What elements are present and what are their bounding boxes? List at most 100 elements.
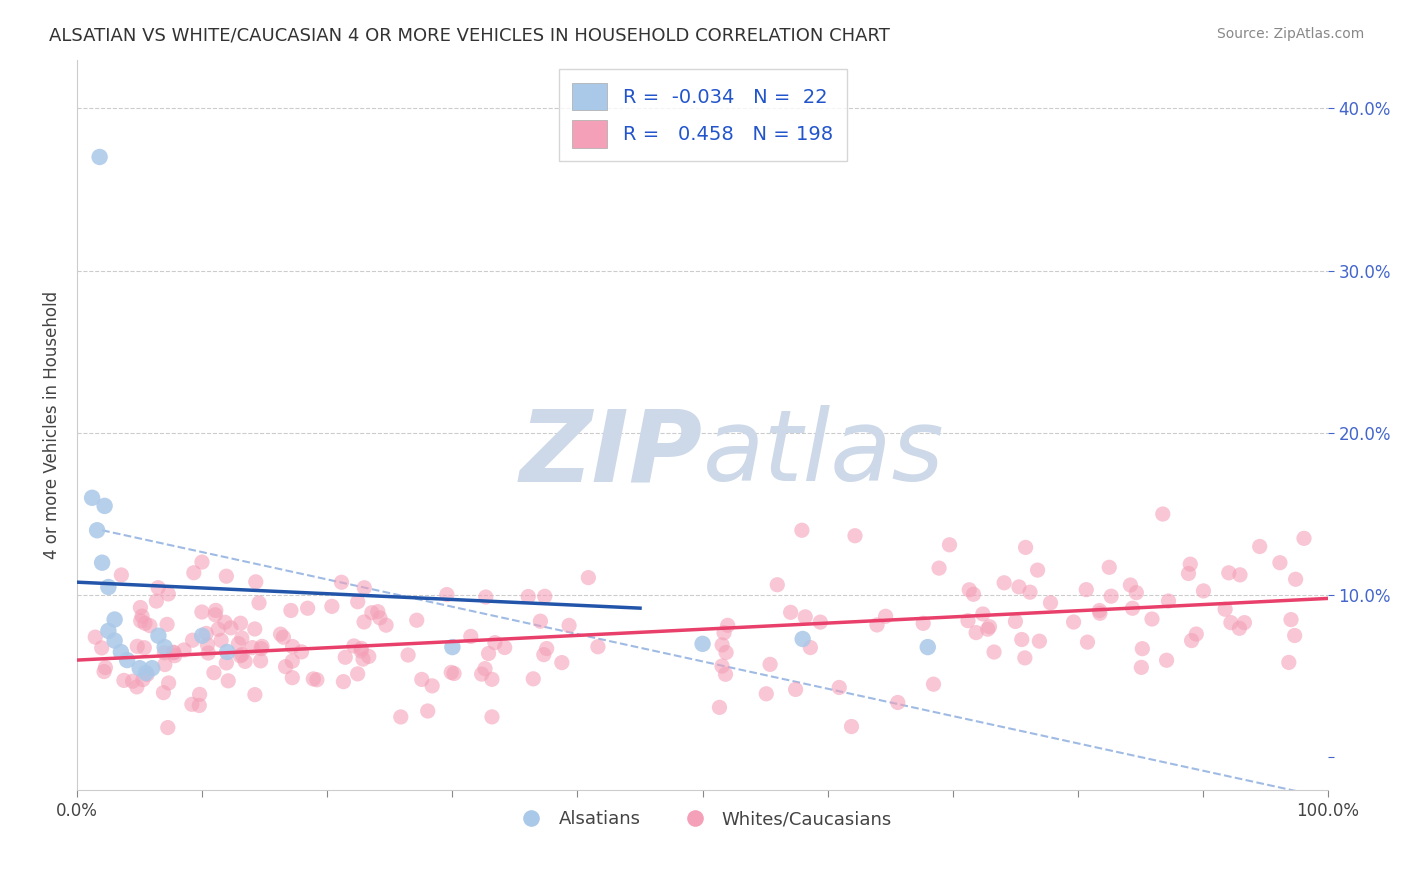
Point [281,640,304,654]
Point [1098,560,1121,574]
Point [93,499,115,513]
Point [163,646,186,660]
Point [214,615,236,630]
Point [714,645,737,659]
Point [297,601,319,615]
Point [90,640,112,655]
Point [219,621,242,635]
Point [484,635,506,649]
Point [1284,628,1306,642]
Point [202,665,225,680]
Point [779,605,801,619]
Point [1039,596,1062,610]
Point [280,603,302,617]
Point [522,672,544,686]
Point [1099,589,1122,603]
Point [922,677,945,691]
Point [250,641,273,656]
Point [127,640,149,654]
Point [844,529,866,543]
Point [132,673,155,687]
Point [332,674,354,689]
Point [86,523,108,537]
Point [1279,613,1302,627]
Point [335,650,357,665]
Point [195,626,218,640]
Point [180,698,202,712]
Point [346,595,368,609]
Point [965,625,987,640]
Point [136,667,159,681]
Point [346,666,368,681]
Point [181,633,204,648]
Point [1213,602,1236,616]
Point [411,673,433,687]
Point [357,649,380,664]
Point [1004,615,1026,629]
Point [887,696,910,710]
Point [207,622,229,636]
Point [134,640,156,655]
Point [759,657,782,672]
Point [1130,660,1153,674]
Point [1130,641,1153,656]
Point [368,611,391,625]
Point [153,640,176,654]
Point [375,618,398,632]
Point [1014,541,1036,555]
Point [1177,566,1199,581]
Point [1156,653,1178,667]
Point [353,581,375,595]
Point [129,600,152,615]
Point [979,620,1001,634]
Point [956,614,979,628]
Point [112,673,135,688]
Point [274,659,297,673]
Point [233,654,256,668]
Point [173,643,195,657]
Point [551,656,574,670]
Point [440,665,463,680]
Point [1157,594,1180,608]
Point [250,640,273,654]
Point [1119,578,1142,592]
Point [912,616,935,631]
Point [321,599,343,614]
Point [204,607,226,622]
Point [229,648,252,663]
Point [197,638,219,652]
Point [197,646,219,660]
Point [536,641,558,656]
Point [405,613,427,627]
Legend: Alsatians, Whites/Caucasians: Alsatians, Whites/Caucasians [506,803,898,836]
Point [790,523,813,537]
Point [1014,651,1036,665]
Point [97,580,120,594]
Point [533,648,555,662]
Point [1185,627,1208,641]
Point [841,719,863,733]
Point [1229,567,1251,582]
Point [1026,563,1049,577]
Point [1088,607,1111,621]
Point [247,596,270,610]
Point [270,627,292,641]
Point [134,616,156,631]
Point [711,659,734,673]
Point [799,640,821,655]
Point [972,607,994,621]
Point [1019,585,1042,599]
Point [281,671,304,685]
Point [755,687,778,701]
Point [1233,615,1256,630]
Text: ZIP: ZIP [520,406,703,502]
Point [157,587,180,601]
Point [125,680,148,694]
Point [993,575,1015,590]
Point [441,640,464,654]
Point [477,647,499,661]
Point [1008,580,1031,594]
Point [209,633,232,648]
Point [191,555,214,569]
Point [785,682,807,697]
